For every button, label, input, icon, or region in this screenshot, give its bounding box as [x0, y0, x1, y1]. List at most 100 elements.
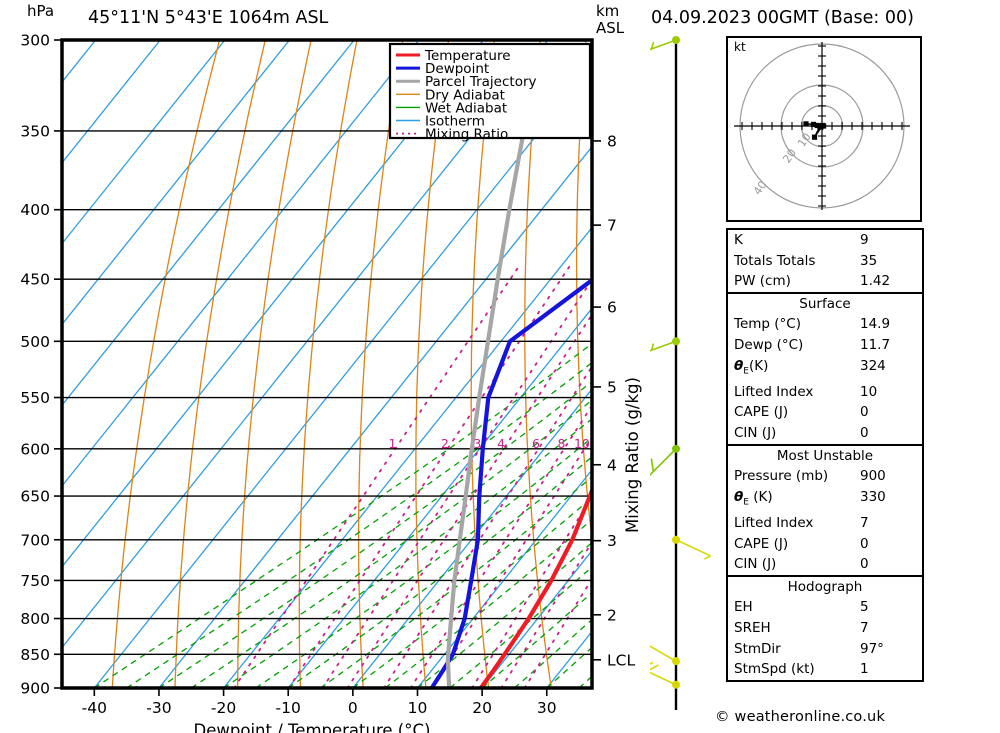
altitude-tick-label: 2: [607, 606, 617, 624]
index-value: 7: [860, 620, 869, 637]
index-value: 97°: [860, 640, 884, 657]
index-row: Totals Totals 35: [728, 251, 922, 272]
hodograph-panel: kt 10 20 40: [726, 36, 922, 222]
most-unstable-table: Most Unstable Pressure (mb) 900 θE (K) 330 L…: [726, 443, 924, 577]
pressure-tick-label: 400: [20, 201, 50, 219]
temperature-tick-label: 0: [348, 699, 358, 717]
legend-label: Temperature: [424, 48, 511, 64]
index-value: 0: [860, 535, 869, 552]
index-row: StmDir 97°: [728, 639, 922, 660]
index-key: Dewp (°C): [734, 336, 804, 353]
altitude-tick-label: 5: [607, 378, 617, 396]
mixing-ratio-label: 3: [473, 436, 481, 451]
mixing-ratio-label: 4: [497, 436, 505, 451]
altitude-unit-label-line1: km: [596, 2, 620, 20]
theta-subscript: E: [743, 366, 749, 377]
index-key: CIN (J): [734, 425, 777, 442]
index-value: 0: [860, 425, 869, 442]
index-value: 9: [860, 232, 869, 248]
temperature-tick-label: -10: [276, 699, 301, 717]
index-value: 324: [860, 357, 886, 374]
most-unstable-title: Most Unstable: [776, 447, 874, 464]
temperature-tick-label: -30: [146, 699, 171, 717]
run-datetime-title: 04.09.2023 00GMT (Base: 00): [651, 8, 914, 28]
index-row: CAPE (J) 0: [728, 402, 922, 423]
index-row: CAPE (J) 0: [728, 534, 922, 555]
index-row: Pressure (mb) 900: [728, 466, 922, 487]
pressure-tick-label: 700: [20, 531, 50, 549]
wind-barb: [650, 337, 680, 352]
theta-subscript: E: [743, 497, 749, 508]
index-key: Totals Totals: [734, 252, 816, 269]
index-key: PW (cm): [734, 273, 791, 290]
wind-barb-column: [650, 36, 711, 710]
index-key: CIN (J): [734, 556, 777, 573]
pressure-tick-label: 450: [20, 271, 50, 289]
index-key: Lifted Index: [734, 383, 814, 400]
hodograph-unit-label: kt: [734, 40, 746, 54]
index-row: Dewp (°C) 11.7: [728, 335, 922, 356]
index-value: 14.9: [860, 316, 891, 333]
pressure-tick-label: 300: [20, 32, 50, 50]
index-key: Temp (°C): [734, 316, 801, 333]
index-row: SREH 7: [728, 618, 922, 639]
index-key: StmSpd (kt): [734, 661, 815, 678]
hodograph-title: Hodograph: [787, 578, 863, 595]
index-row: EH 5: [728, 597, 922, 618]
pressure-tick-label: 750: [20, 572, 50, 590]
pressure-tick-label: 600: [20, 440, 50, 458]
index-key: Pressure (mb): [734, 468, 829, 485]
index-value: 1.42: [860, 273, 891, 290]
altitude-tick-label: 4: [607, 456, 617, 474]
index-key: Lifted Index: [734, 515, 814, 532]
mixing-ratio-label: 8: [558, 436, 566, 451]
index-value: 10: [860, 383, 878, 400]
temperature-tick-label: -40: [82, 699, 107, 717]
hodograph-trace: [805, 123, 824, 138]
index-row: CIN (J) 0: [728, 423, 922, 444]
legend-label: Dewpoint: [425, 61, 489, 77]
pressure-tick-label: 800: [20, 610, 50, 628]
hodograph-indices-table: Hodograph EH 5 SREH 7 StmDir 97° StmSpd (kt) 1: [726, 574, 924, 682]
skewt-diagram: 1234681015202530035040045050055060065070…: [20, 32, 642, 733]
temperature-tick-label: 10: [408, 699, 428, 717]
index-value: 35: [860, 252, 878, 269]
legend-label: Wet Adiabat: [425, 100, 507, 116]
index-key: K: [734, 232, 743, 248]
wind-barb: [650, 36, 680, 51]
mixing-ratio-label: 2: [441, 436, 449, 451]
mixing-ratio-label: 6: [532, 436, 540, 451]
temperature-tick-label: 20: [472, 699, 492, 717]
mixing-ratio-label: 10: [574, 436, 590, 451]
x-axis-label: Dewpoint / Temperature (°C): [194, 721, 431, 733]
legend-label: Mixing Ratio: [425, 127, 508, 143]
pressure-tick-label: 550: [20, 389, 50, 407]
temperature-tick-label: -20: [211, 699, 236, 717]
hodograph-ring-label: 20: [780, 147, 799, 166]
index-value: 330: [860, 488, 886, 505]
copyright-notice: © weatheronline.co.uk: [715, 709, 886, 725]
mixing-ratio-label: 1: [389, 436, 397, 451]
mixing-ratio-axis-label: Mixing Ratio (g/kg): [623, 377, 642, 533]
temperature-tick-label: 30: [537, 699, 557, 717]
index-row: PW (cm) 1.42: [728, 271, 922, 292]
index-key: CAPE (J): [734, 535, 789, 552]
legend-label: Isotherm: [425, 114, 485, 130]
page-title: 45°11'N 5°43'E 1064m ASL: [88, 8, 329, 28]
index-value: 5: [860, 599, 869, 616]
index-value: 0: [860, 404, 869, 421]
pressure-unit-label: hPa: [27, 2, 55, 20]
altitude-tick-label: 7: [607, 217, 617, 235]
index-row: θE(K) 324: [728, 356, 922, 382]
hodograph-ring-label: 10: [795, 131, 814, 150]
indices-panel: K 9 Totals Totals 35 PW (cm) 1.42 Surface Tem…: [726, 228, 924, 682]
wind-barb: [650, 661, 680, 689]
altitude-tick-label: 6: [607, 299, 617, 317]
surface-title: Surface: [799, 295, 851, 312]
pressure-tick-label: 350: [20, 122, 50, 140]
hodograph-ring-label: 40: [751, 178, 770, 197]
lcl-label: LCL: [607, 651, 635, 669]
index-key: EH: [734, 599, 753, 616]
